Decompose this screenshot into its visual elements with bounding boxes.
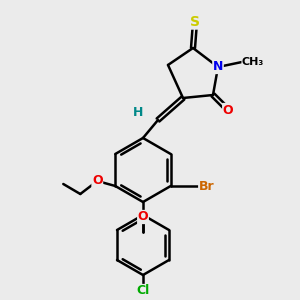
Text: N: N bbox=[213, 61, 223, 74]
Text: O: O bbox=[92, 175, 103, 188]
Text: O: O bbox=[223, 103, 233, 116]
Text: H: H bbox=[133, 106, 143, 118]
Text: CH₃: CH₃ bbox=[242, 57, 264, 67]
Text: Br: Br bbox=[199, 179, 214, 193]
Text: S: S bbox=[190, 15, 200, 29]
Text: Cl: Cl bbox=[136, 284, 150, 298]
Text: O: O bbox=[138, 211, 148, 224]
